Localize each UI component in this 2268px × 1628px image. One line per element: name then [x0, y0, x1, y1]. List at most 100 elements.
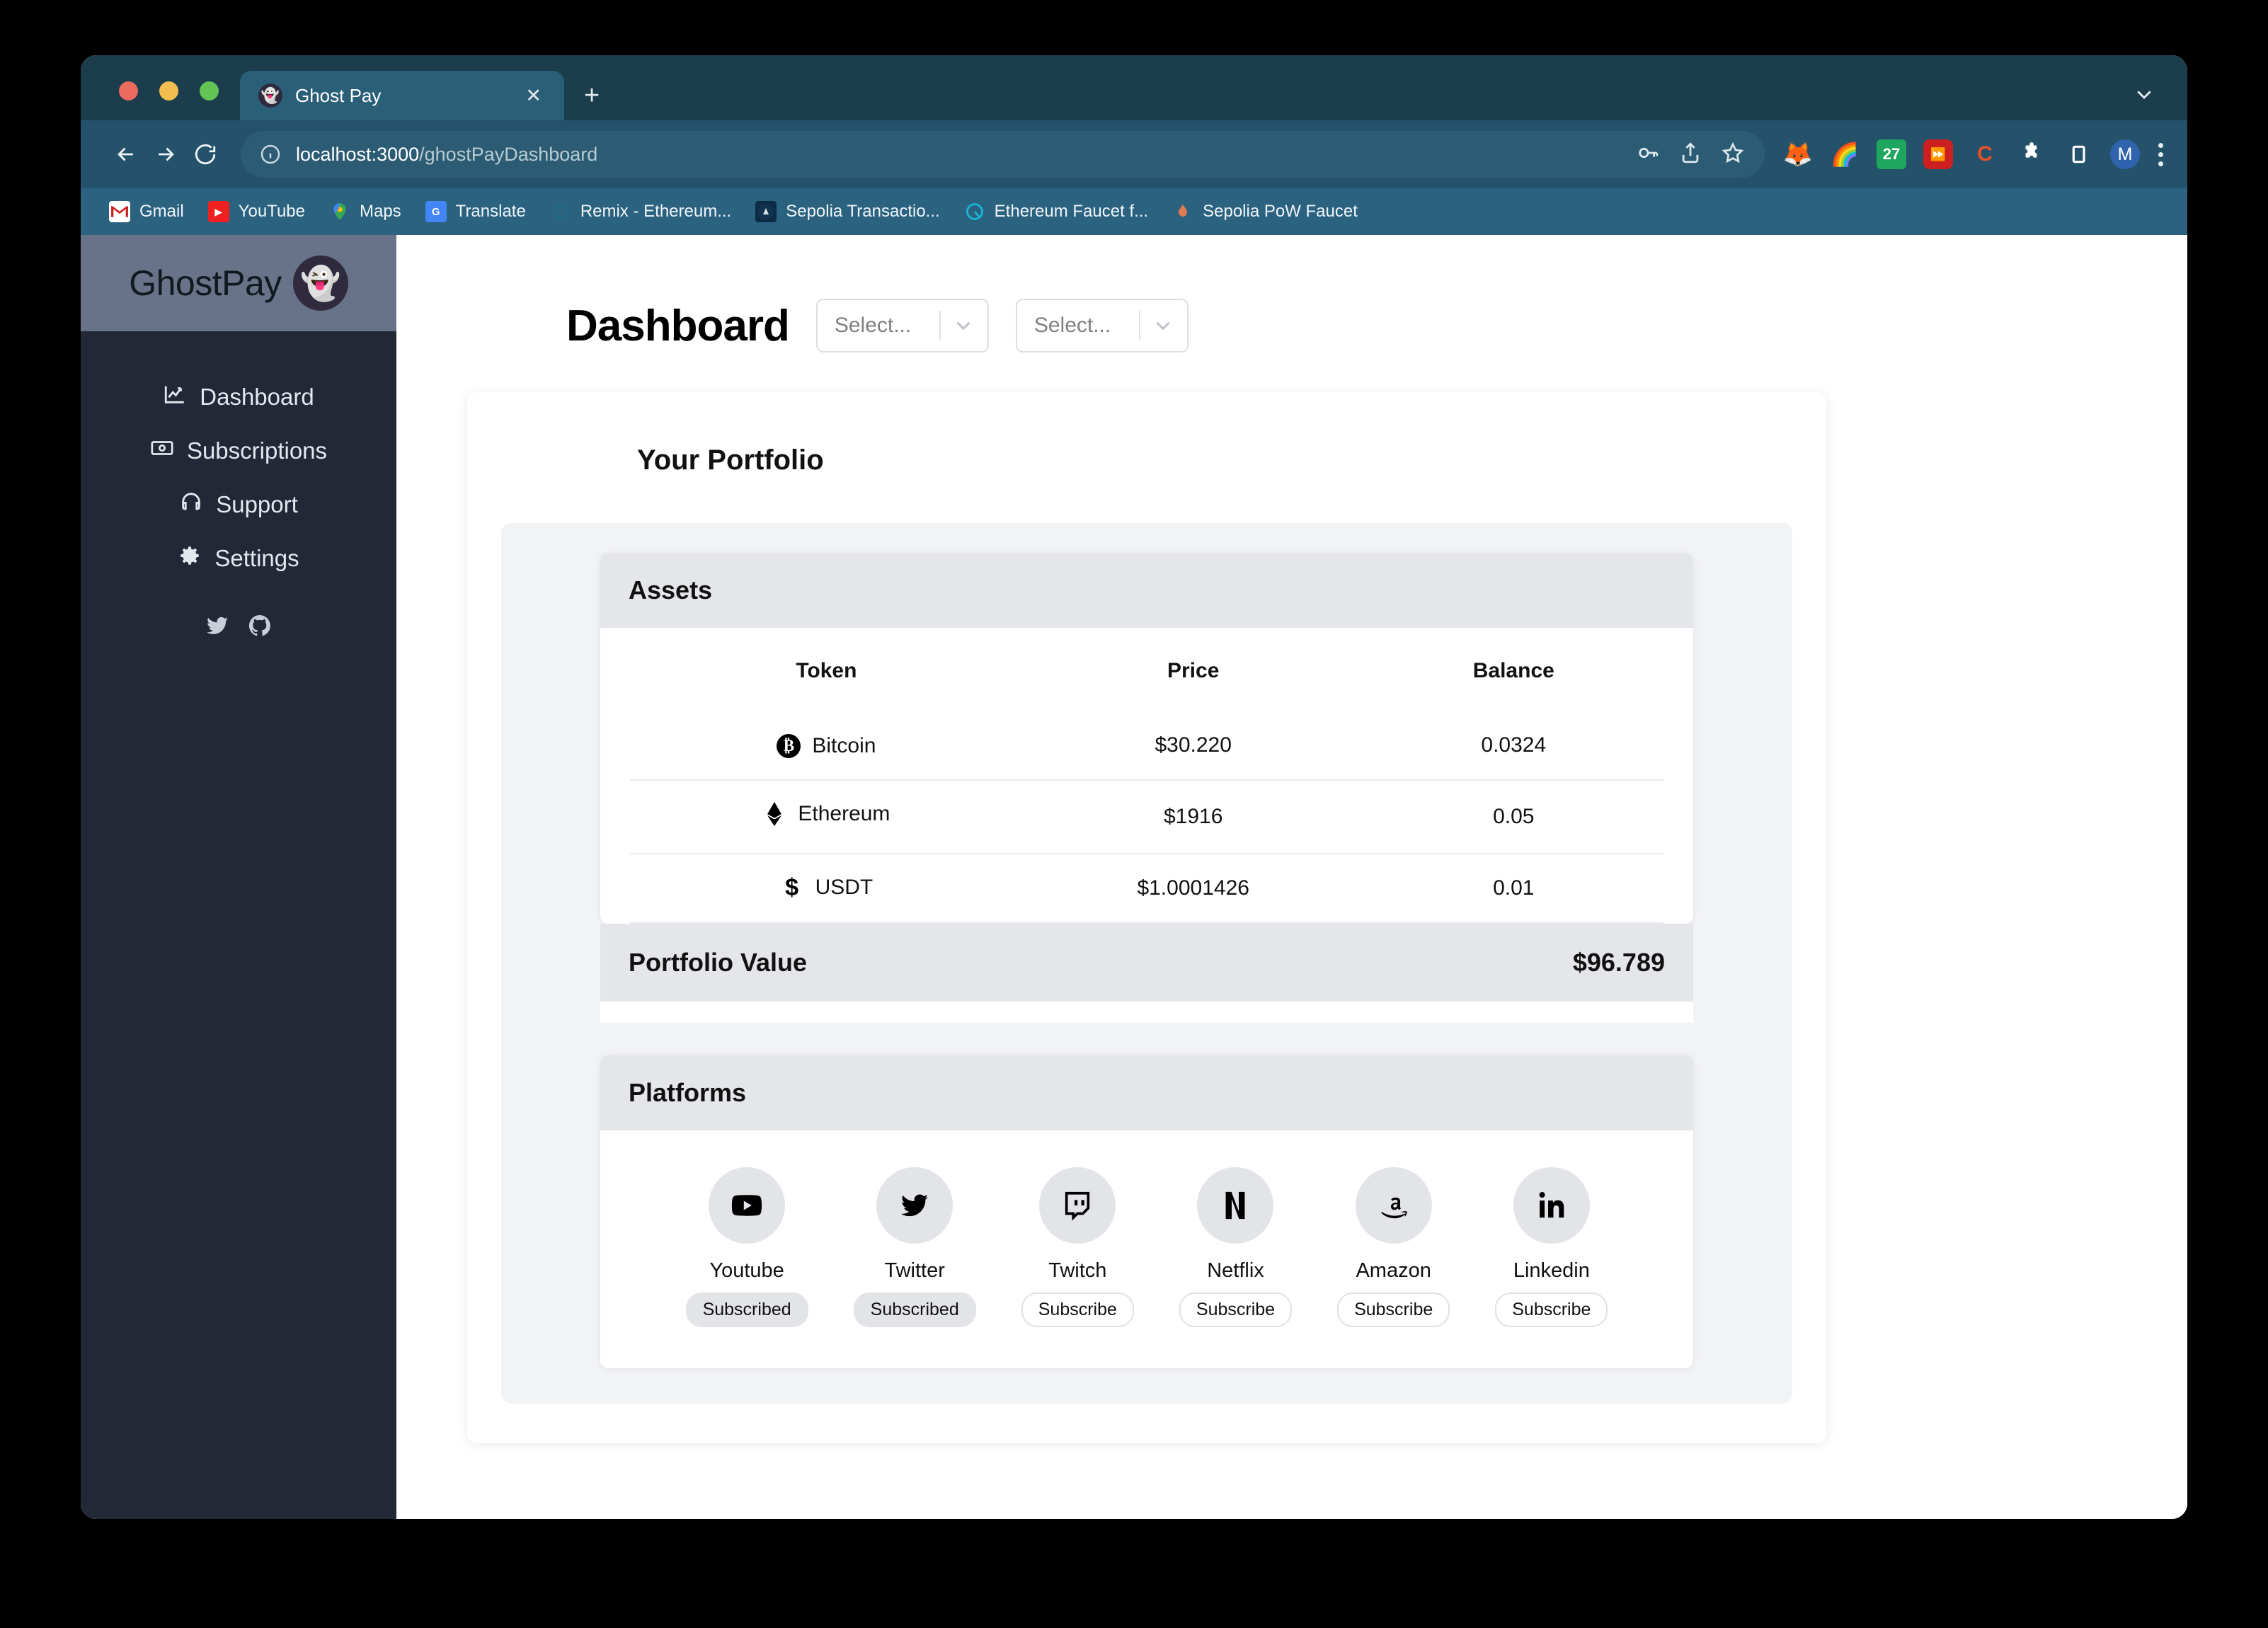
page-title: Dashboard [566, 301, 790, 350]
extension-icons: 🦊 🌈 27 ⏩ C M [1783, 139, 2140, 169]
portfolio-card: Your Portfolio Assets Token Price [467, 392, 1826, 1443]
token-name: Ethereum [798, 802, 890, 825]
chevron-down-icon[interactable] [1143, 314, 1183, 338]
bookmark-sepolia-pow-faucet[interactable]: Sepolia PoW Faucet [1172, 201, 1358, 222]
sidebar-item-subscriptions[interactable]: Subscriptions [150, 436, 327, 466]
profile-avatar[interactable]: M [2110, 139, 2140, 169]
platforms-section: Platforms Youtube Subscribed [600, 1055, 1693, 1368]
youtube-extension-icon[interactable]: ⏩ [1923, 139, 1953, 169]
token-price: $1.0001426 [1022, 854, 1364, 924]
platform-linkedin[interactable]: Linkedin Subscribe [1495, 1166, 1608, 1327]
ghost-icon: 👻 [258, 84, 282, 108]
remix-icon [550, 201, 571, 222]
coinbase-extension-icon[interactable]: C [1977, 142, 1993, 166]
twitter-icon [876, 1166, 953, 1244]
sidebar-item-settings[interactable]: Settings [178, 544, 299, 573]
platform-youtube[interactable]: Youtube Subscribed [685, 1166, 808, 1327]
status-badge[interactable]: Subscribe [1495, 1292, 1608, 1327]
table-header-row: Token Price Balance [630, 628, 1663, 711]
select-placeholder: Select... [834, 314, 912, 337]
bookmark-gmail[interactable]: Gmail [109, 201, 184, 222]
bookmark-maps[interactable]: Maps [329, 201, 401, 222]
sidebar-item-support[interactable]: Support [179, 490, 298, 520]
bookmark-translate[interactable]: G Translate [425, 201, 526, 222]
maps-icon [329, 201, 350, 222]
bookmark-remix[interactable]: Remix - Ethereum... [550, 201, 731, 222]
status-badge[interactable]: Subscribed [685, 1292, 808, 1327]
browser-menu-icon[interactable] [2158, 142, 2163, 166]
bookmark-label: Translate [455, 202, 526, 221]
maximize-window-button[interactable] [200, 81, 219, 101]
gmail-icon [109, 201, 130, 222]
bookmark-sepolia-transactions[interactable]: Sepolia Transactio... [755, 201, 940, 222]
twitch-icon [1039, 1166, 1116, 1244]
token-cell: $ USDT [780, 874, 873, 901]
status-badge[interactable]: Subscribed [853, 1292, 976, 1327]
site-info-icon[interactable] [259, 143, 282, 166]
twitter-icon[interactable] [205, 613, 230, 642]
filter-select-1[interactable]: Select... [815, 299, 989, 352]
status-badge[interactable]: Subscribe [1179, 1292, 1293, 1327]
table-row: Ethereum $1916 0.05 [630, 780, 1663, 854]
assets-table-wrap: Token Price Balance [600, 628, 1693, 924]
close-icon[interactable]: ✕ [525, 84, 542, 106]
bookmark-star-icon[interactable] [1721, 141, 1745, 168]
back-icon[interactable] [106, 134, 146, 174]
portfolio-value-label: Portfolio Value [629, 947, 808, 977]
sidebar-item-label: Settings [214, 545, 299, 571]
platform-netflix[interactable]: Netflix Subscribe [1179, 1166, 1293, 1327]
bookmark-label: Remix - Ethereum... [580, 202, 732, 221]
forward-icon[interactable] [146, 134, 185, 174]
sidebar-item-label: Dashboard [200, 384, 314, 410]
rainbow-extension-icon[interactable]: 🌈 [1831, 142, 1859, 167]
sepolia-pow-icon [1172, 201, 1193, 222]
ghost-icon: 👻 [292, 256, 348, 311]
minimize-window-button[interactable] [159, 81, 178, 101]
puzzle-extension-icon[interactable] [2017, 139, 2046, 169]
column-header-price: Price [1167, 659, 1220, 682]
chevron-down-icon[interactable] [2134, 84, 2155, 105]
github-icon[interactable] [247, 613, 273, 642]
address-bar[interactable]: localhost:3000/ghostPayDashboard [241, 131, 1765, 178]
money-bill-icon [150, 436, 174, 466]
sidebar-item-dashboard[interactable]: Dashboard [163, 382, 314, 412]
close-window-button[interactable] [119, 81, 138, 101]
url-text: localhost:3000/ghostPayDashboard [296, 144, 597, 166]
assets-table: Token Price Balance [630, 628, 1663, 924]
chart-line-icon [163, 382, 187, 412]
bookmark-label: Ethereum Faucet f... [994, 202, 1149, 221]
token-price: $1916 [1022, 780, 1364, 854]
bookmark-ethereum-faucet[interactable]: Ethereum Faucet f... [964, 201, 1148, 222]
platform-twitch[interactable]: Twitch Subscribe [1021, 1166, 1134, 1327]
app-sidebar: GhostPay 👻 Dashboard Subscriptions [81, 235, 396, 1519]
share-icon[interactable] [1678, 141, 1702, 168]
new-tab-button[interactable]: + [584, 81, 600, 110]
side-panel-icon[interactable] [2063, 139, 2093, 169]
token-cell: ₿ Bitcoin [777, 734, 876, 758]
sidebar-social-links [205, 613, 273, 642]
url-host: localhost:3000 [296, 143, 420, 165]
filter-select-2[interactable]: Select... [1015, 299, 1189, 352]
platform-name: Amazon [1356, 1259, 1431, 1282]
assets-section: Assets Token Price Balance [600, 553, 1693, 924]
platform-amazon[interactable]: Amazon Subscribe [1337, 1166, 1450, 1327]
sidebar-brand[interactable]: GhostPay 👻 [81, 235, 396, 331]
calendar-extension-icon[interactable]: 27 [1877, 139, 1906, 169]
password-key-icon[interactable] [1636, 141, 1660, 168]
chevron-down-icon[interactable] [944, 314, 983, 338]
metamask-extension-icon[interactable]: 🦊 [1783, 141, 1813, 168]
status-badge[interactable]: Subscribe [1337, 1292, 1450, 1327]
netflix-icon [1197, 1166, 1274, 1244]
portfolio-panel: Assets Token Price Balance [501, 523, 1792, 1404]
bookmark-youtube[interactable]: ▶ YouTube [207, 201, 305, 222]
platform-name: Youtube [709, 1259, 784, 1282]
bitcoin-icon: ₿ [777, 734, 801, 758]
browser-tab-ghost-pay[interactable]: 👻 Ghost Pay ✕ [240, 71, 564, 120]
translate-icon: G [425, 201, 447, 222]
platform-twitter[interactable]: Twitter Subscribed [853, 1166, 976, 1327]
status-badge[interactable]: Subscribe [1021, 1292, 1134, 1327]
platform-name: Linkedin [1513, 1259, 1590, 1282]
sepolia-icon [755, 201, 777, 222]
select-placeholder: Select... [1033, 314, 1111, 337]
reload-icon[interactable] [185, 134, 225, 174]
